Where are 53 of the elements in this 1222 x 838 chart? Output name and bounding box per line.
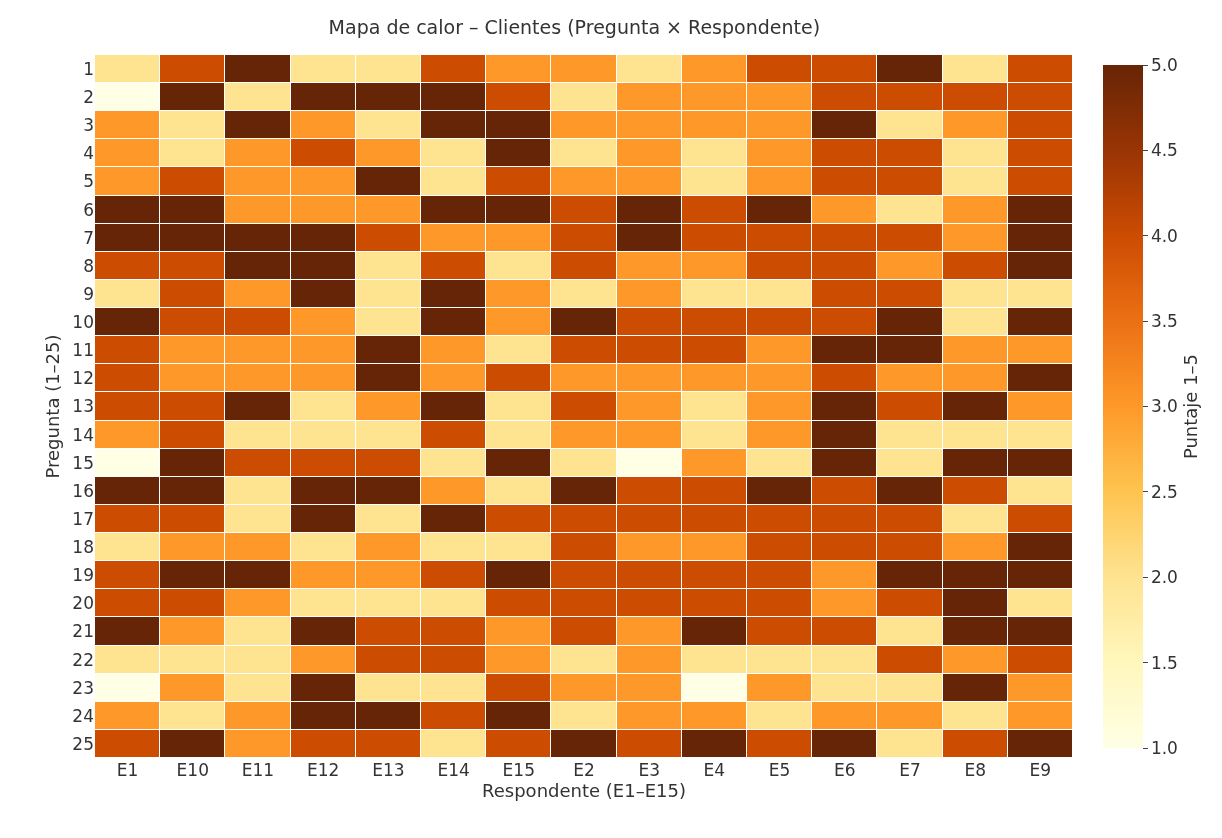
x-tick-label: E3 bbox=[638, 760, 660, 780]
y-tick-label: 16 bbox=[72, 480, 94, 501]
y-tick-label: 2 bbox=[83, 87, 94, 108]
y-tick-label: 7 bbox=[83, 227, 94, 248]
x-tick-label: E9 bbox=[1029, 760, 1052, 780]
y-tick-label: 23 bbox=[72, 677, 94, 698]
color-bar-label: 5.0 bbox=[1150, 54, 1178, 75]
x-tick-label: E1 bbox=[116, 760, 139, 780]
y-tick-label: 5 bbox=[83, 171, 94, 192]
x-tick-label: E11 bbox=[241, 760, 275, 780]
y-tick-label: 8 bbox=[83, 255, 94, 276]
x-tick-label: E7 bbox=[899, 760, 921, 780]
color-bar-label: 3.5 bbox=[1150, 311, 1178, 332]
y-tick-label: 14 bbox=[72, 424, 94, 445]
y-tick-label: 13 bbox=[72, 396, 94, 417]
y-tick-label: 9 bbox=[83, 283, 94, 304]
y-tick-label: 20 bbox=[72, 593, 94, 614]
color-bar-label: 1.5 bbox=[1150, 652, 1178, 673]
chart-title: Mapa de calor – Clientes (Pregunta × Respondente) bbox=[328, 16, 821, 39]
y-tick-label: 11 bbox=[72, 340, 94, 361]
y-tick-label: 19 bbox=[72, 565, 94, 586]
y-tick-label: 17 bbox=[72, 508, 94, 529]
y-tick-label: 3 bbox=[83, 115, 94, 136]
x-tick-label: E12 bbox=[307, 760, 340, 780]
color-bar-label: 1.0 bbox=[1150, 737, 1178, 758]
x-tick-label: E2 bbox=[573, 760, 595, 780]
y-axis-title: Pregunta (1–25) bbox=[41, 334, 63, 479]
x-tick-label: E13 bbox=[372, 760, 405, 780]
y-tick-label: 22 bbox=[72, 649, 94, 670]
y-tick-label: 15 bbox=[72, 452, 94, 473]
y-tick-label: 6 bbox=[83, 199, 94, 220]
color-bar-title: Puntaje 1–5 bbox=[1179, 353, 1201, 460]
y-tick-label: 1 bbox=[83, 59, 94, 80]
x-tick-label: E14 bbox=[437, 760, 470, 780]
x-tick-label: E4 bbox=[703, 760, 726, 780]
y-tick-label: 4 bbox=[83, 143, 94, 164]
x-tick-label: E15 bbox=[502, 760, 535, 780]
y-tick-label: 10 bbox=[72, 312, 94, 333]
x-axis-title: Respondente (E1–E15) bbox=[482, 780, 686, 802]
color-bar-label: 4.5 bbox=[1150, 140, 1178, 161]
y-tick-label: 24 bbox=[72, 705, 94, 726]
x-tick-label: E8 bbox=[964, 760, 986, 780]
y-tick-label: 25 bbox=[72, 733, 94, 754]
color-bar-label: 3.0 bbox=[1150, 396, 1178, 417]
y-tick-label: 18 bbox=[72, 537, 94, 558]
color-bar-label: 2.5 bbox=[1150, 481, 1178, 502]
y-tick-label: 21 bbox=[72, 621, 94, 642]
color-bar-label: 2.0 bbox=[1150, 567, 1178, 588]
x-tick-label: E6 bbox=[834, 760, 856, 780]
color-bar-label: 4.0 bbox=[1150, 225, 1178, 246]
y-tick-label: 12 bbox=[72, 368, 94, 389]
x-tick-label: E5 bbox=[768, 760, 791, 780]
x-tick-label: E10 bbox=[176, 760, 209, 780]
